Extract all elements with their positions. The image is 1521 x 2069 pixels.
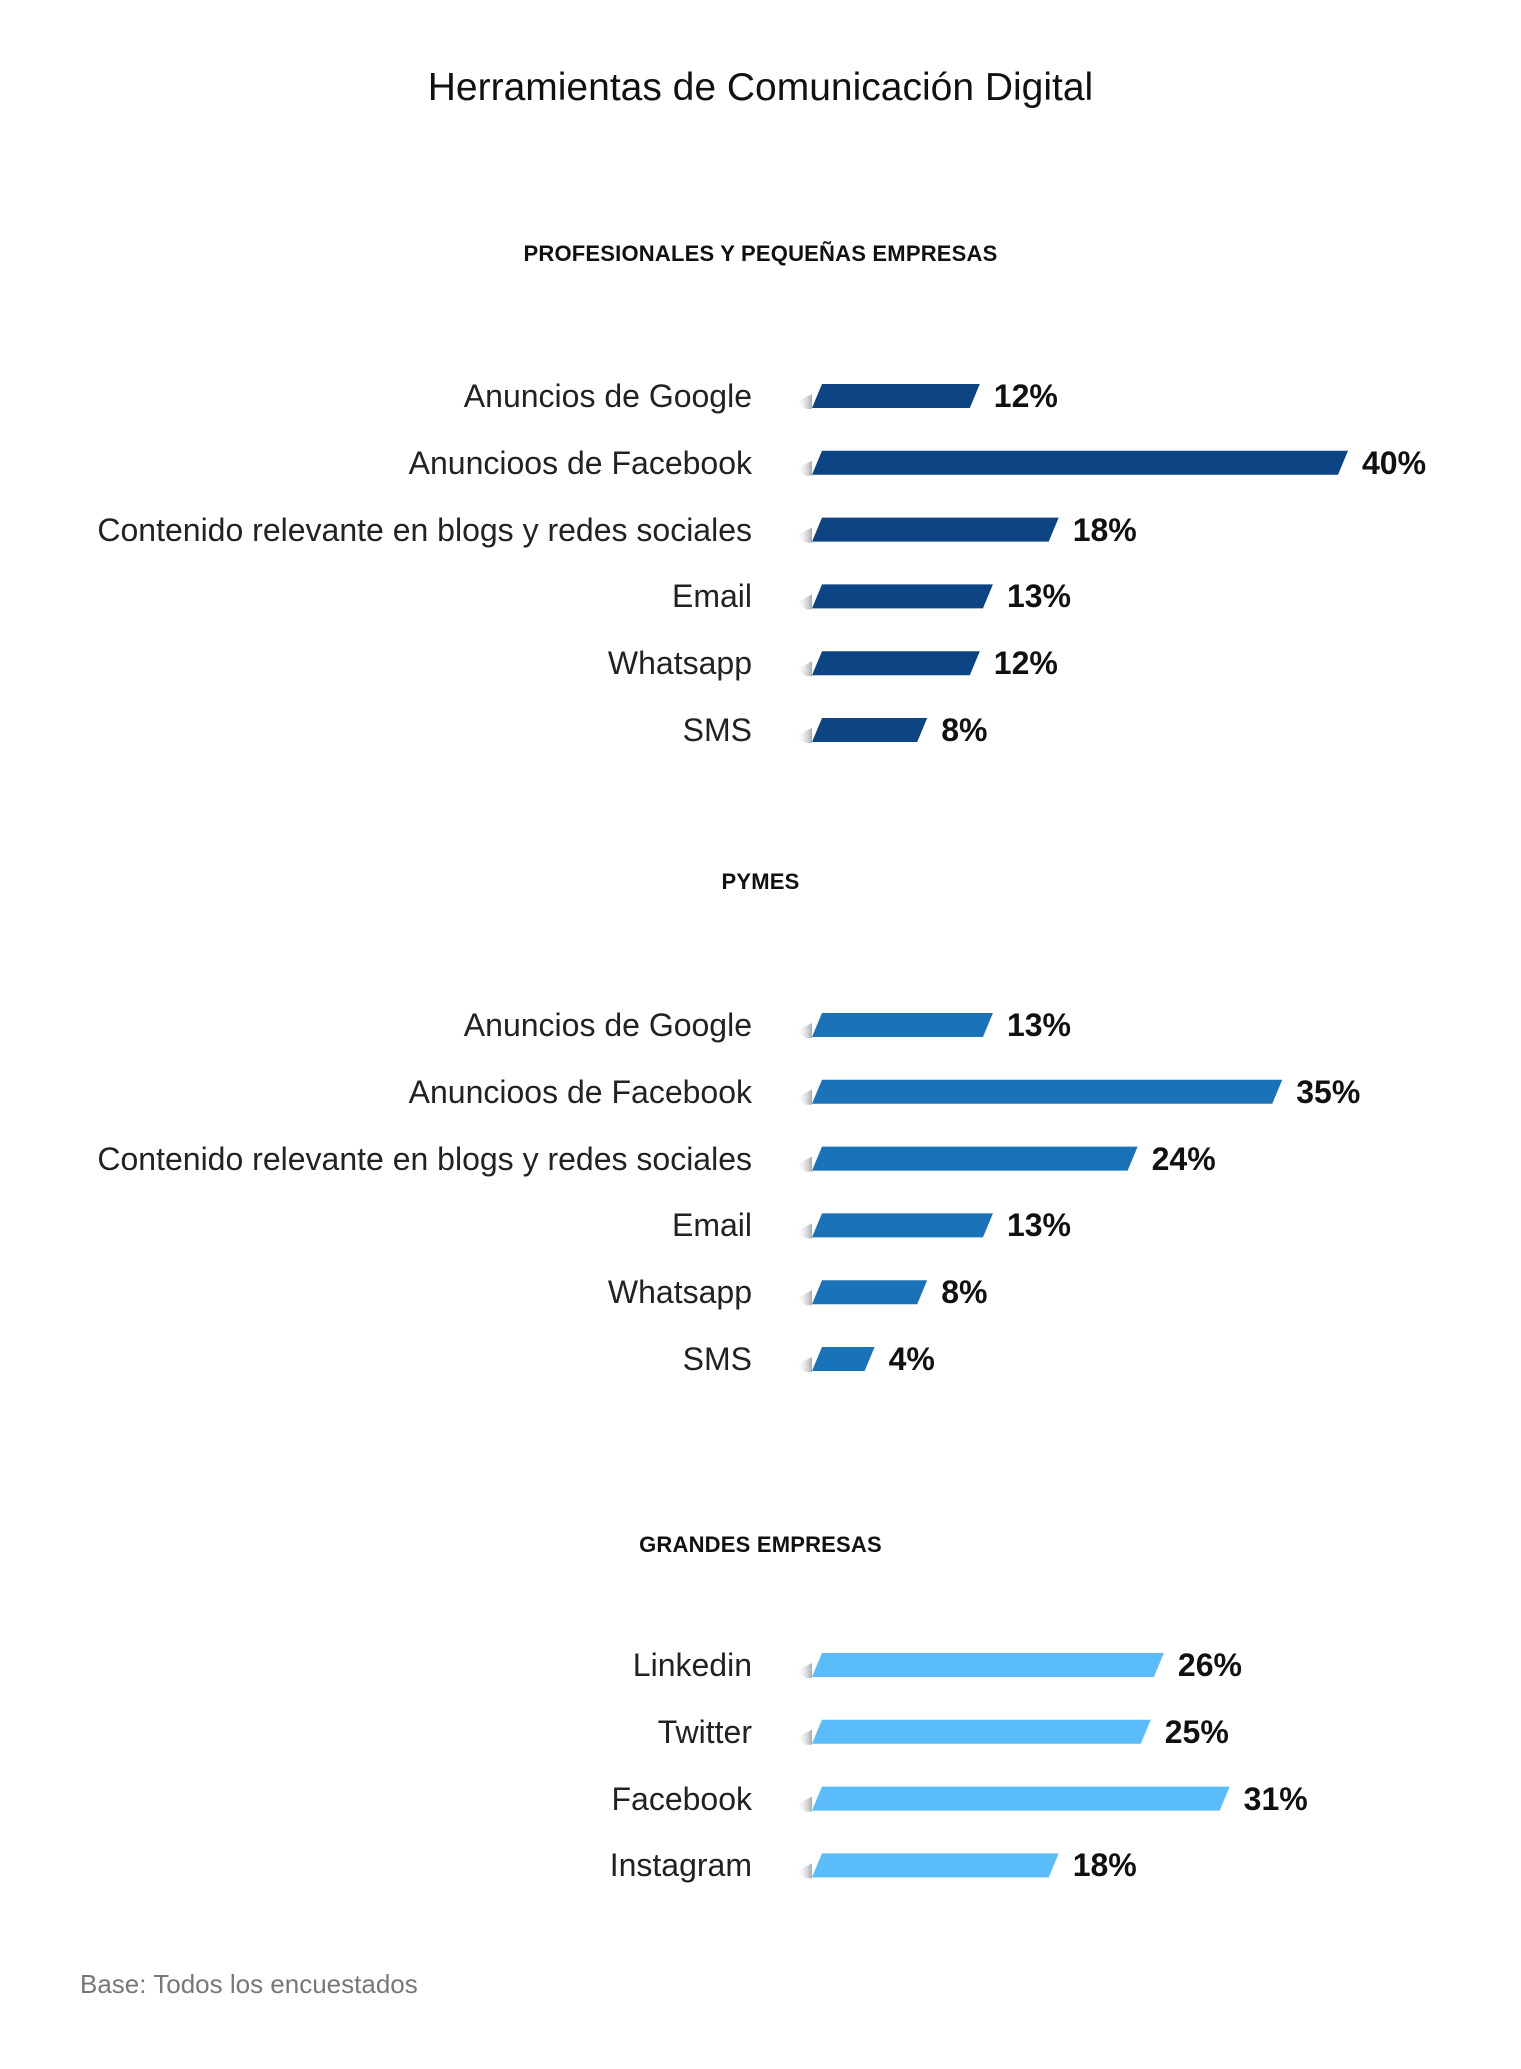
- value-label: 8%: [941, 1274, 988, 1311]
- section-title-2: PYMES: [721, 869, 800, 894]
- category-label: Contenido relevante en blogs y redes soc…: [97, 511, 752, 548]
- bar: [812, 1146, 1138, 1171]
- bar: [812, 1853, 1059, 1878]
- value-label: 13%: [1006, 578, 1071, 615]
- value-label: 24%: [1151, 1140, 1216, 1177]
- value-label: 40%: [1362, 444, 1427, 481]
- value-label: 4%: [888, 1341, 935, 1377]
- bar-shadow: [796, 1023, 812, 1038]
- category-label: Whatsapp: [607, 1274, 752, 1311]
- bar-shadow: [796, 1863, 812, 1879]
- value-label: 12%: [993, 645, 1058, 682]
- category-label: Email: [671, 1207, 752, 1244]
- value-label: 26%: [1177, 1647, 1242, 1683]
- bar-shadow: [796, 527, 812, 543]
- value-label: 31%: [1243, 1780, 1308, 1817]
- bar-shadow: [796, 1729, 812, 1745]
- bar: [812, 517, 1059, 542]
- bar: [812, 1079, 1283, 1104]
- bar: [812, 450, 1348, 475]
- bar: [812, 1719, 1151, 1744]
- category-label: SMS: [682, 712, 752, 748]
- value-label: 12%: [993, 378, 1058, 414]
- bar-shadow: [796, 1223, 812, 1239]
- category-label: Twitter: [657, 1713, 752, 1750]
- bar: [812, 718, 928, 742]
- bar-shadow: [796, 1663, 812, 1678]
- value-label: 18%: [1072, 511, 1137, 548]
- bar-shadow: [796, 1357, 812, 1372]
- bar-shadow: [796, 1796, 812, 1812]
- bar: [812, 584, 993, 609]
- category-label: SMS: [682, 1341, 752, 1377]
- value-label: 13%: [1006, 1007, 1071, 1043]
- bar-shadow: [796, 460, 812, 476]
- category-label: Linkedin: [632, 1647, 752, 1683]
- category-label: Contenido relevante en blogs y redes soc…: [97, 1140, 752, 1177]
- bar-shadow: [796, 394, 812, 409]
- bar: [812, 1013, 993, 1037]
- bar-shadow: [796, 1156, 812, 1172]
- value-label: 18%: [1072, 1847, 1137, 1884]
- category-label: Instagram: [609, 1847, 752, 1884]
- category-label: Anuncioos de Facebook: [408, 1073, 752, 1110]
- section-title-1: PROFESIONALES Y PEQUEÑAS EMPRESAS: [523, 241, 998, 266]
- category-label: Anuncios de Google: [463, 1007, 752, 1043]
- bar-shadow: [796, 594, 812, 610]
- category-label: Facebook: [611, 1780, 752, 1817]
- page-title: Herramientas de Comunicación Digital: [427, 66, 1094, 109]
- category-label: Anuncioos de Facebook: [408, 444, 752, 481]
- bar: [812, 1786, 1230, 1811]
- bar-shadow: [796, 661, 812, 677]
- bar: [812, 1653, 1164, 1677]
- bar-shadow: [796, 1290, 812, 1306]
- category-label: Anuncios de Google: [463, 378, 752, 414]
- bar: [812, 384, 980, 408]
- value-label: 8%: [941, 712, 988, 748]
- bar-shadow: [796, 1089, 812, 1105]
- value-label: 13%: [1006, 1207, 1071, 1244]
- bar-shadow: [796, 728, 812, 743]
- category-label: Email: [671, 578, 752, 615]
- bar: [812, 1347, 875, 1371]
- category-label: Whatsapp: [607, 645, 752, 682]
- bar: [812, 651, 980, 676]
- value-label: 25%: [1164, 1713, 1229, 1750]
- section-title-3: GRANDES EMPRESAS: [639, 1532, 882, 1557]
- bar: [812, 1280, 928, 1305]
- value-label: 35%: [1296, 1073, 1361, 1110]
- footnote: Base: Todos los encuestados: [80, 1969, 418, 1999]
- bar: [812, 1213, 993, 1238]
